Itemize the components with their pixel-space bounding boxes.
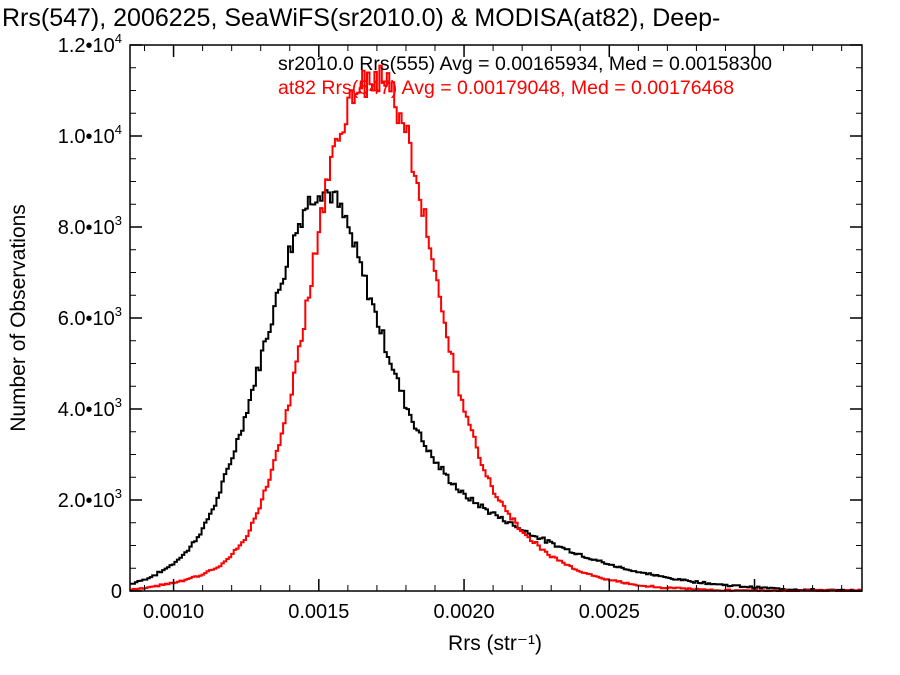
y-tick-label: 8.0•103 (58, 213, 122, 239)
y-tick-label: 1.2•104 (58, 31, 122, 57)
x-tick-label: 0.0030 (724, 601, 785, 623)
legend: sr2010.0 Rrs(555) Avg = 0.00165934, Med … (278, 53, 772, 99)
legend-entry-1: sr2010.0 Rrs(555) Avg = 0.00165934, Med … (278, 53, 772, 75)
x-axis-label: Rrs (str⁻¹) (448, 632, 542, 655)
legend-entry-2: at82 Rrs(547) Avg = 0.00179048, Med = 0.… (278, 77, 734, 99)
x-axis: 0.0010 0.0015 0.0020 0.0025 0.0030 (143, 45, 843, 623)
y-axis-label: Number of Observations (7, 204, 30, 432)
x-tick-label: 0.0015 (288, 601, 349, 623)
y-tick-label: 4.0•103 (58, 395, 122, 421)
x-tick-label: 0.0020 (433, 601, 494, 623)
x-tick-label: 0.0025 (579, 601, 640, 623)
y-tick-label: 1.0•104 (58, 122, 122, 148)
x-tick-label: 0.0010 (143, 601, 204, 623)
series-line-1 (130, 189, 862, 592)
plot-frame (129, 44, 863, 592)
y-tick-label: 6.0•103 (58, 304, 122, 330)
series-layer (130, 64, 862, 592)
y-tick-label: 0 (111, 581, 122, 603)
y-axis: 0 2.0•103 4.0•103 6.0•103 8.0•103 1.0•104 1.2•… (58, 31, 862, 603)
y-tick-label: 2.0•103 (58, 486, 122, 512)
chart-title: Rrs(547), 2006225, SeaWiFS(sr2010.0) & M… (2, 4, 720, 32)
series-line-2 (130, 64, 862, 592)
